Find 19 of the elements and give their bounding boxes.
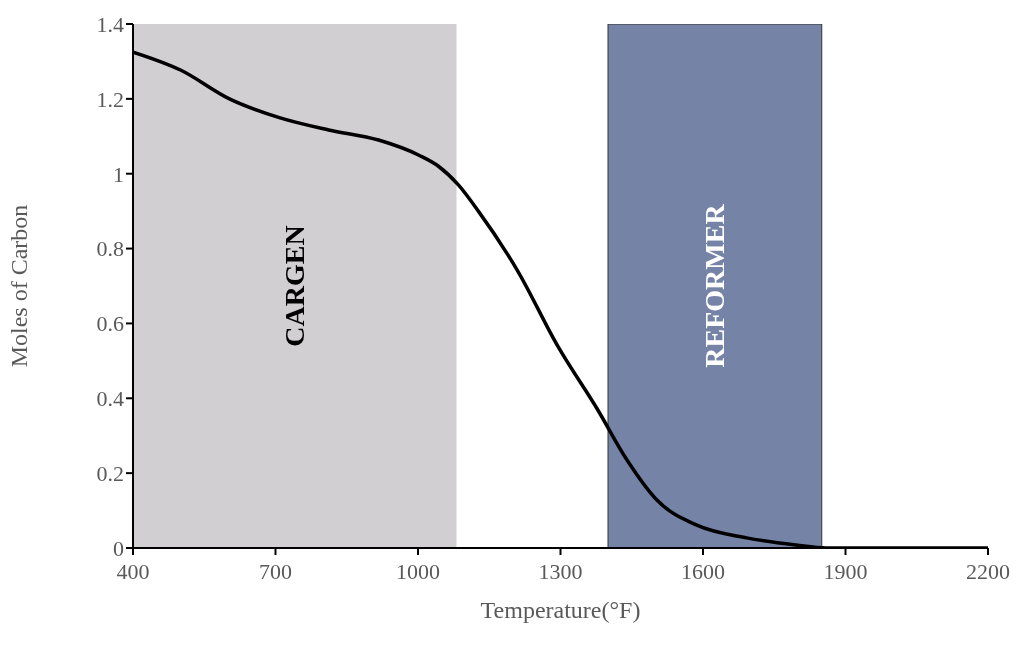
y-tick-label: 1.4 xyxy=(96,11,124,37)
y-tick-label: 0 xyxy=(113,535,124,561)
y-axis-title: Moles of Carbon xyxy=(5,204,32,368)
y-tick-label: 1.2 xyxy=(96,86,124,112)
x-tick-label: 1600 xyxy=(681,558,725,584)
band-label: CARGEN xyxy=(279,225,310,347)
x-axis-title: Temperature(°F) xyxy=(480,597,641,623)
y-tick-label: 0.4 xyxy=(96,386,124,412)
x-tick-label: 700 xyxy=(259,558,292,584)
y-tick-label: 1 xyxy=(113,161,124,187)
y-tick-label: 0.6 xyxy=(96,311,124,337)
y-tick-label: 0.2 xyxy=(96,460,124,486)
x-tick-label: 1900 xyxy=(823,558,868,584)
x-tick-label: 2200 xyxy=(966,558,1010,584)
x-tick-label: 400 xyxy=(116,558,150,584)
band-label: REFORMER xyxy=(699,203,731,368)
x-tick-label: 1300 xyxy=(538,558,583,584)
y-tick-label: 0.8 xyxy=(96,236,124,262)
x-tick-label: 1000 xyxy=(396,558,440,584)
